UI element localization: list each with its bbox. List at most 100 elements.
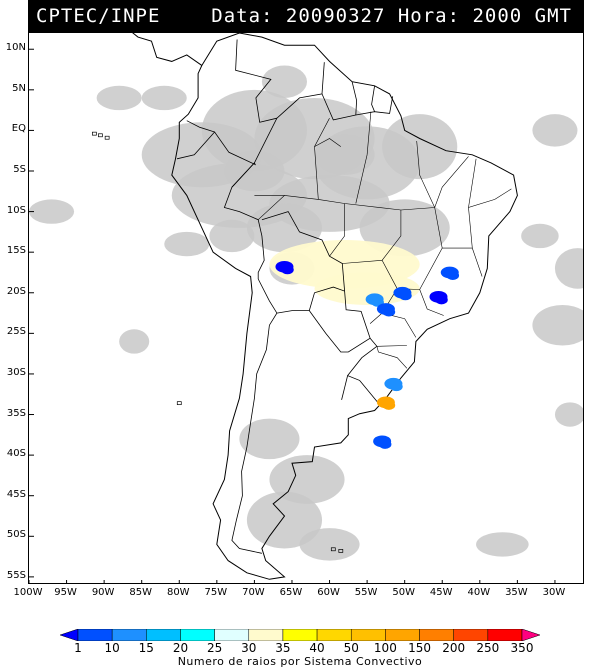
- lightning-cell-lobe: [382, 307, 396, 317]
- state-border: [376, 346, 408, 369]
- cloud-patch: [119, 329, 150, 354]
- colorbar-swatch: [419, 629, 454, 641]
- colorbar-swatch: [316, 629, 352, 641]
- latitude-tick-label: 40S: [6, 448, 26, 460]
- latitude-tick-label: 5N: [12, 82, 26, 94]
- state-border: [382, 312, 417, 338]
- colorbar-low-arrow: [60, 629, 79, 641]
- lightning-cell-lobe: [399, 291, 412, 301]
- state-border: [257, 156, 469, 220]
- latitude-tick-label: 50S: [6, 529, 26, 541]
- central-america-coastline: [132, 33, 203, 66]
- island: [92, 131, 97, 136]
- longitude-tick-label: 35W: [505, 587, 528, 598]
- colorbar-swatch: [214, 629, 250, 641]
- latitude-tick-label: 20S: [6, 285, 26, 297]
- country-border: [186, 120, 215, 133]
- map-canvas[interactable]: [29, 33, 584, 584]
- longitude-tick-label: 45W: [429, 587, 453, 598]
- longitude-tick-label: 85W: [129, 587, 152, 598]
- longitude-tick-label: 40W: [467, 587, 491, 598]
- latitude-tick-label: 30S: [6, 366, 26, 378]
- state-border: [468, 158, 477, 208]
- longitude-tick-label: 90W: [91, 587, 115, 598]
- colorbar-swatch: [453, 629, 489, 641]
- cloud-patch: [246, 203, 323, 253]
- colorbar-tick-label: 30: [241, 641, 257, 655]
- colorbar-swatch: [77, 629, 113, 641]
- state-border: [416, 140, 435, 208]
- cloud-patch: [141, 85, 187, 111]
- cloud-patch: [314, 134, 375, 176]
- map-header: CPTEC/INPE Data: 20090327 Hora: 2000 GMT: [28, 0, 584, 32]
- lightning-cell: [429, 290, 448, 305]
- map-frame[interactable]: [28, 32, 584, 584]
- country-border: [308, 291, 371, 353]
- island: [338, 549, 344, 553]
- lightning-cell-lobe: [390, 382, 403, 392]
- latitude-tick-label: 5S: [13, 164, 26, 175]
- country-border: [231, 278, 278, 554]
- lightning-cell: [275, 260, 294, 275]
- longitude-tick-label: 80W: [166, 587, 190, 598]
- state-border: [419, 289, 444, 316]
- colorbar-tick-label: 15: [138, 641, 154, 655]
- colorbar-tick-label: 1: [74, 641, 82, 655]
- lightning-cell-lobe: [446, 270, 460, 280]
- lightning-cell: [373, 435, 392, 449]
- cloud-patch: [261, 65, 307, 98]
- cloud-patch: [359, 199, 450, 257]
- longitude-tick-label: 65W: [279, 587, 303, 598]
- continent-coastline: [171, 33, 518, 580]
- colorbar-swatch: [111, 629, 147, 641]
- cloud-patch: [209, 219, 255, 253]
- country-border: [346, 337, 380, 405]
- latitude-tick-label: EQ: [11, 123, 26, 135]
- colorbar: [60, 629, 540, 641]
- cloud-patch: [224, 150, 285, 192]
- colorbar-tick-label: 100: [373, 641, 397, 655]
- colorbar-swatch: [350, 629, 386, 641]
- latitude-tick-label: 10S: [6, 204, 26, 216]
- state-border: [355, 154, 368, 204]
- lightning-cell: [440, 266, 460, 280]
- lightning-cell-lobe: [378, 439, 392, 449]
- country-border: [261, 211, 346, 314]
- longitude-tick-label: 95W: [54, 587, 77, 598]
- longitude-tick-label: 30W: [542, 587, 566, 598]
- state-border: [376, 345, 407, 347]
- colorbar-swatch: [282, 629, 318, 641]
- lightning-cell: [376, 396, 396, 410]
- longitude-tick-label: 60W: [317, 587, 340, 598]
- country-border: [321, 93, 394, 121]
- colorbar-tick-label: 10: [104, 641, 120, 655]
- colorbar-swatch: [487, 629, 523, 641]
- lightning-cell-lobe: [382, 400, 396, 410]
- cloud-patch: [299, 528, 360, 561]
- colorbar-tick-label: 20: [172, 641, 189, 655]
- cloud-patch: [239, 418, 300, 460]
- cloud-patch: [246, 491, 323, 549]
- state-border: [314, 138, 341, 147]
- lightning-cell-lobe: [281, 265, 294, 275]
- island: [176, 401, 182, 406]
- colorbar-tick-label: 150: [408, 641, 431, 655]
- datetime-label: Data: 20090327 Hora: 2000 GMT: [211, 5, 572, 27]
- state-border: [366, 111, 372, 155]
- latitude-tick-label: 10N: [5, 42, 26, 54]
- cloud-patch: [29, 199, 75, 224]
- country-border: [341, 375, 348, 400]
- colorbar-tick-label: 25: [206, 641, 223, 655]
- cloud-patch: [554, 402, 583, 427]
- lightning-cell: [384, 377, 403, 392]
- colorbar-swatch: [385, 629, 420, 641]
- longitude-tick-label: 50W: [392, 587, 415, 598]
- convective-region: [314, 272, 420, 305]
- colorbar-tick-label: 35: [275, 641, 291, 655]
- colorbar-tick-label: 250: [476, 641, 500, 655]
- island: [330, 547, 336, 552]
- cloud-patch: [521, 223, 559, 249]
- longitude-tick-label: 70W: [242, 587, 265, 598]
- lightning-cell-lobe: [435, 295, 448, 305]
- cloud-patch: [554, 248, 583, 289]
